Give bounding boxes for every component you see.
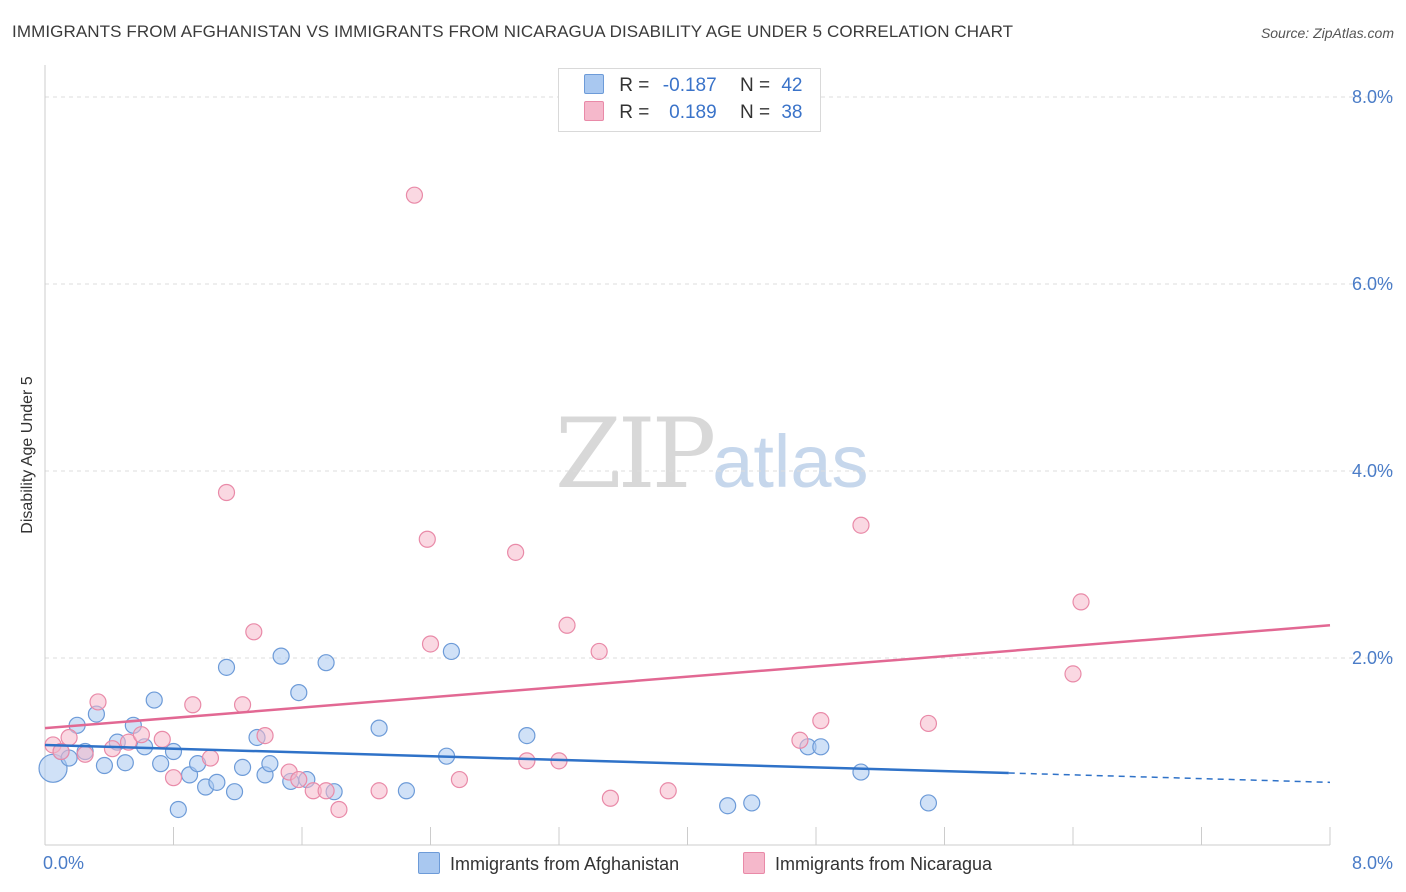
afghanistan-point — [208, 773, 226, 791]
afghanistan-point — [719, 797, 737, 815]
nicaragua-point — [405, 186, 424, 204]
nicaragua-point — [330, 800, 348, 819]
afghanistan-trend-extension — [1008, 772, 1331, 784]
legend-swatch-blue — [584, 74, 604, 94]
nicaragua-point — [601, 789, 620, 807]
trend-layer — [44, 624, 1331, 784]
legend-n-value: 42 — [781, 75, 803, 96]
afghanistan-point — [95, 756, 114, 775]
afghanistan-point — [217, 658, 236, 676]
afghanistan-point — [442, 642, 460, 661]
nicaragua-point — [52, 742, 70, 761]
chart-title: IMMIGRANTS FROM AFGHANISTAN VS IMMIGRANT… — [12, 22, 1014, 41]
nicaragua-point — [153, 730, 171, 748]
nicaragua-point — [317, 782, 335, 800]
nicaragua-point — [256, 727, 274, 745]
y-tick-label: 2.0% — [1352, 648, 1393, 668]
afghanistan-point — [852, 763, 870, 781]
nicaragua-point — [418, 530, 436, 548]
nicaragua-point — [103, 740, 122, 758]
nicaragua-point — [89, 693, 107, 711]
nicaragua-point — [132, 726, 150, 744]
bottom-legend-swatch-pink — [743, 852, 765, 874]
afghanistan-point — [272, 647, 290, 665]
nicaragua-point — [290, 770, 308, 789]
y-tick-label: 8.0% — [1352, 87, 1393, 107]
nicaragua-point — [852, 516, 870, 534]
afghanistan-point — [233, 758, 252, 776]
nicaragua-point — [76, 745, 94, 763]
bottom-legend-label: Immigrants from Nicaragua — [775, 854, 993, 874]
legend-swatch-pink — [584, 101, 604, 121]
afghanistan-trend-line — [44, 743, 1009, 775]
nicaragua-point — [60, 728, 78, 747]
afghanistan-point — [225, 783, 244, 801]
legend-row-afghanistan: R = -0.187 N = 42 — [584, 74, 802, 98]
x-tick-label: 8.0% — [1352, 853, 1393, 873]
nicaragua-point — [919, 714, 938, 733]
nicaragua-point — [1072, 593, 1090, 611]
afghanistan-point — [169, 800, 187, 819]
nicaragua-point — [518, 752, 536, 770]
bottom-legend-swatch-blue — [418, 852, 440, 874]
nicaragua-point — [558, 616, 576, 634]
legend-r-label: R = — [619, 75, 650, 96]
afghanistan-point — [812, 738, 830, 756]
legend-r-value: -0.187 — [662, 75, 717, 96]
nicaragua-point — [201, 749, 220, 767]
source-note: Source: ZipAtlas.com — [1260, 25, 1394, 41]
legend-n-label: N = — [739, 102, 771, 123]
x-tick-label: 0.0% — [43, 853, 84, 873]
afghanistan-point — [164, 742, 183, 761]
grid-layer — [45, 96, 1393, 659]
nicaragua-point — [184, 696, 202, 714]
tick-label-layer: 2.0% 4.0% 6.0% 8.0% 0.0% 8.0% — [43, 87, 1393, 873]
nicaragua-trend-line — [44, 624, 1331, 730]
afghanistan-point — [397, 782, 416, 800]
afghanistan-point — [145, 691, 163, 709]
nicaragua-point — [590, 642, 608, 661]
nicaragua-point — [217, 483, 236, 502]
legend-row-nicaragua: R = 0.189 N = 38 — [584, 101, 802, 125]
afghanistan-point — [116, 754, 134, 772]
point-layer — [38, 186, 1090, 819]
legend-n-value: 38 — [781, 102, 803, 123]
watermark-zip: ZIP — [555, 398, 716, 510]
afghanistan-point — [743, 794, 761, 812]
nicaragua-point — [812, 712, 830, 730]
nicaragua-point — [421, 635, 440, 653]
afghanistan-point — [290, 683, 308, 702]
y-tick-label: 6.0% — [1352, 274, 1393, 294]
legend-n-label: N = — [739, 75, 771, 96]
legend-r-value: 0.189 — [669, 102, 717, 123]
afghanistan-point — [919, 794, 938, 812]
bottom-legend-label: Immigrants from Afghanistan — [450, 854, 680, 874]
nicaragua-point — [1064, 665, 1082, 683]
afghanistan-point — [152, 755, 170, 773]
y-tick-label: 4.0% — [1352, 461, 1393, 481]
legend-r-label: R = — [619, 102, 650, 123]
nicaragua-point — [245, 623, 263, 641]
bottom-legend-afghanistan: Immigrants from Afghanistan — [418, 852, 679, 875]
nicaragua-point — [659, 782, 677, 800]
nicaragua-point — [791, 731, 809, 749]
afghanistan-point — [518, 727, 536, 745]
afghanistan-point — [317, 654, 335, 672]
nicaragua-point — [507, 543, 525, 561]
axis-layer — [44, 65, 1331, 846]
correlation-legend: R = -0.187 N = 42 R = 0.189 N = 38 — [558, 68, 821, 132]
nicaragua-point — [370, 782, 388, 800]
nicaragua-point — [450, 770, 469, 789]
bottom-legend-nicaragua: Immigrants from Nicaragua — [743, 852, 992, 875]
afghanistan-point — [370, 719, 388, 737]
watermark: ZIPatlas — [555, 398, 869, 510]
afghanistan-point — [261, 755, 279, 773]
nicaragua-point — [233, 696, 252, 714]
nicaragua-point — [164, 769, 183, 787]
watermark-atlas: atlas — [712, 420, 869, 503]
